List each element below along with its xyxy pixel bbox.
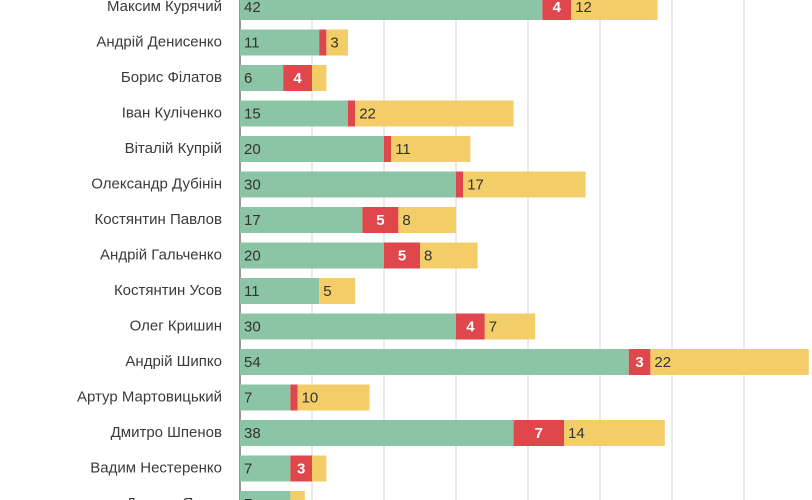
bar-segment [391,136,471,162]
category-label: Дмитро Ярош [126,495,222,500]
value-label: 11 [244,283,260,300]
value-label: 14 [568,425,585,442]
bar-segment [348,100,356,127]
value-label: 12 [575,0,592,16]
value-label: 11 [244,34,260,51]
bar-segment [355,100,514,127]
bar-segment [384,136,392,162]
bar-segment [240,491,291,500]
bar-segment [319,278,356,304]
value-label: 7 [244,496,252,500]
bar-segment [240,29,320,56]
bar-segment [240,242,384,269]
value-label: 4 [553,0,562,16]
bar-segment [312,455,327,482]
bar-segment [240,313,456,340]
bar-segment [297,384,370,411]
bar-segment [290,491,305,500]
bar-segment [456,171,464,198]
value-label: 5 [398,247,406,264]
value-label: 22 [359,105,376,122]
bar-segment [542,0,572,20]
category-label: Борис Філатов [121,69,222,86]
value-label: 30 [244,176,261,193]
bar-segment [240,384,291,411]
category-label: Вадим Нестеренко [90,459,222,476]
value-label: 17 [467,176,484,193]
value-label: 15 [244,105,261,122]
bar-segment [571,0,658,20]
value-label: 22 [654,354,671,371]
bar-segment [564,420,665,446]
value-label: 7 [244,389,252,406]
value-label: 38 [244,425,261,442]
category-label: Андрій Гальченко [100,246,222,263]
bar-segment [240,171,456,198]
value-label: 4 [293,70,302,87]
bar-segment [420,242,478,269]
category-label: Олег Кришин [130,317,222,334]
bar-segment [240,207,363,233]
bar-segment [312,65,327,91]
value-label: 30 [244,318,261,335]
value-label: 3 [635,354,643,371]
category-label: Костянтин Павлов [94,211,222,228]
value-label: 17 [244,212,261,229]
bar-segment [240,455,291,482]
bar-segment [319,29,327,56]
category-label: Дмитро Шпенов [111,424,222,441]
bar-segment [398,207,456,233]
value-label: 5 [376,212,384,229]
value-label: 7 [244,460,252,477]
bar-segment [326,29,348,56]
category-label: Віталій Купрій [125,140,222,157]
bar-segment [456,313,485,340]
bar-segment [240,349,629,375]
value-label: 11 [395,141,411,158]
value-label: 20 [244,247,261,264]
value-label: 8 [424,247,432,264]
bar-segment [384,242,420,269]
category-label: Максим Курячий [107,0,222,15]
category-label: Андрій Шипко [125,353,222,370]
bar-segment [283,65,312,91]
value-label: 10 [302,389,319,406]
bar-segment [240,100,348,127]
value-label: 6 [244,70,252,87]
bar-segment [240,420,514,446]
bar-segment [290,384,298,411]
value-label: 3 [330,34,338,51]
category-label: Андрій Денисенко [96,33,222,50]
value-label: 20 [244,141,261,158]
value-label: 54 [244,354,261,371]
value-label: 7 [535,425,543,442]
category-label: Костянтин Усов [114,282,222,299]
value-label: 4 [466,318,475,335]
bar-segment [240,136,384,162]
category-label: Олександр Дубінін [91,175,222,192]
bar-segment [463,171,586,198]
value-label: 8 [402,212,410,229]
bar-segment [240,278,320,304]
bar-segment [513,420,564,446]
value-label: 3 [297,460,305,477]
bar-segment [240,65,284,91]
category-label: Артур Мартовицький [77,388,222,405]
bar-segment [362,207,399,233]
value-label: 42 [244,0,261,16]
value-label: 5 [323,283,331,300]
bar-segment [628,349,651,375]
value-label: 7 [489,318,497,335]
bar-segment [650,349,809,375]
bar-segment [290,455,312,482]
category-label: Іван Куліченко [122,104,222,121]
bar-segment [484,313,536,340]
bar-segment [240,0,543,20]
